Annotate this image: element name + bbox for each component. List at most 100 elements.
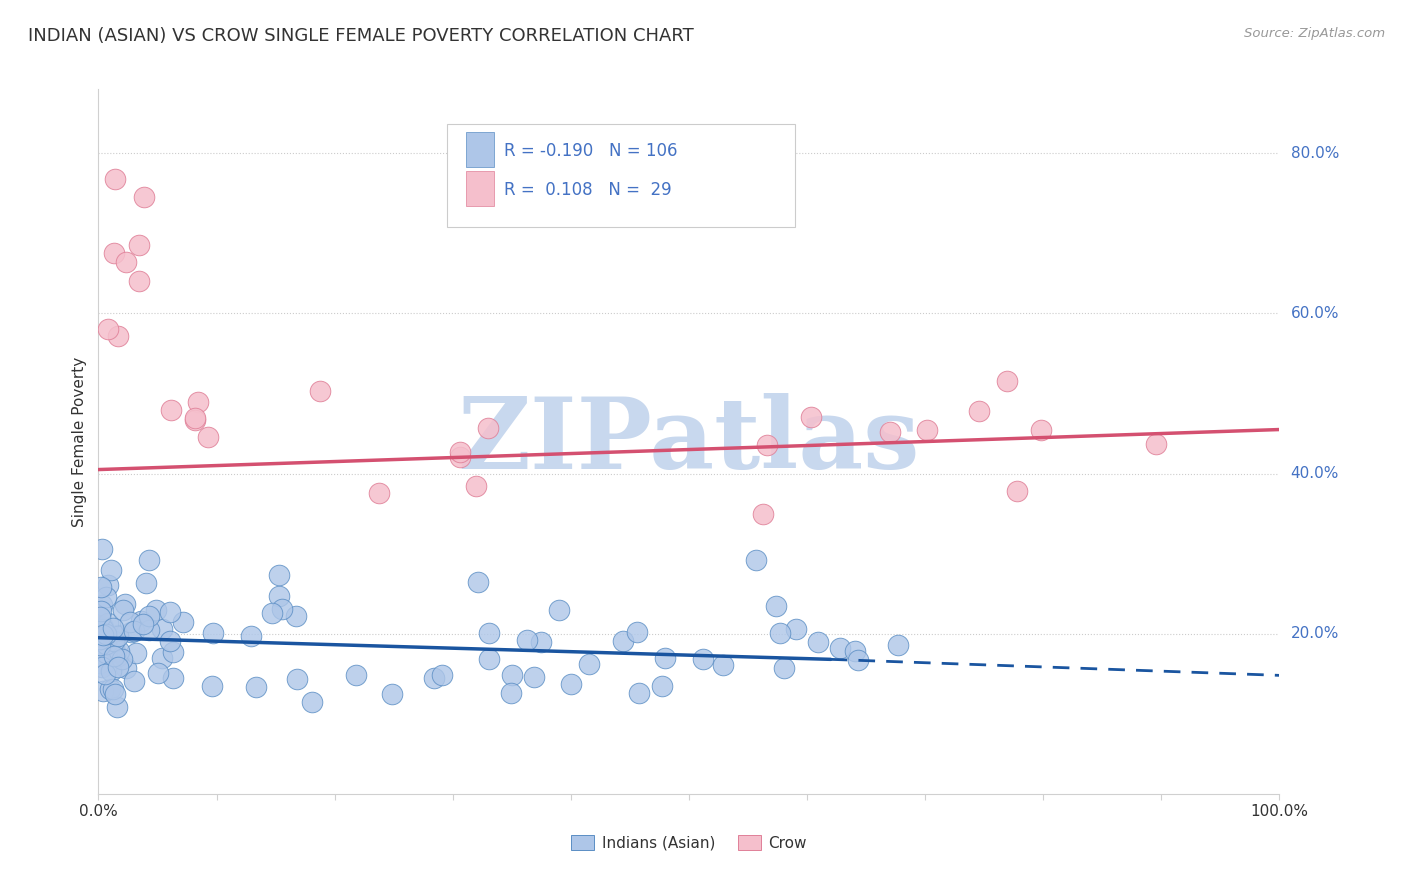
Point: [1144, 436, 1167, 450]
Point: [547, 603, 569, 617]
Point: [692, 652, 714, 666]
Point: [160, 402, 183, 417]
Point: [90, 604, 112, 618]
Point: [93, 683, 115, 698]
Point: [122, 673, 145, 688]
Point: [309, 384, 332, 398]
Point: [159, 605, 181, 619]
Point: [150, 622, 173, 636]
Point: [104, 172, 127, 186]
Point: [172, 615, 194, 629]
Point: [651, 679, 673, 693]
Point: [202, 625, 225, 640]
Point: [138, 608, 160, 623]
Text: 80.0%: 80.0%: [1291, 145, 1339, 161]
Point: [96, 627, 118, 641]
Point: [104, 687, 127, 701]
Point: [830, 641, 852, 656]
Point: [100, 664, 122, 678]
Point: [269, 589, 291, 603]
Point: [114, 255, 136, 269]
Point: [773, 661, 796, 675]
Point: [111, 603, 134, 617]
Point: [145, 603, 167, 617]
Point: [423, 671, 446, 685]
Point: [132, 617, 155, 632]
Point: [301, 695, 323, 709]
Point: [103, 640, 125, 654]
Point: [711, 657, 734, 672]
Point: [765, 599, 787, 613]
Point: [269, 568, 291, 582]
Point: [114, 597, 136, 611]
Text: Source: ZipAtlas.com: Source: ZipAtlas.com: [1244, 27, 1385, 40]
Point: [103, 649, 125, 664]
Point: [800, 409, 823, 424]
Point: [260, 607, 283, 621]
Point: [467, 575, 489, 590]
Point: [995, 374, 1018, 388]
Point: [107, 649, 129, 664]
Point: [97, 322, 120, 336]
Point: [101, 621, 124, 635]
Point: [745, 553, 768, 567]
Point: [240, 629, 263, 643]
Point: [807, 635, 830, 649]
Point: [628, 686, 651, 700]
Point: [879, 425, 901, 439]
Point: [846, 653, 869, 667]
Y-axis label: Single Female Poverty: Single Female Poverty: [72, 357, 87, 526]
Point: [103, 633, 125, 648]
Point: [110, 652, 132, 666]
Point: [89, 638, 111, 652]
Point: [101, 681, 124, 696]
Point: [129, 614, 152, 628]
Point: [159, 634, 181, 648]
Point: [120, 615, 142, 629]
Point: [100, 682, 122, 697]
Point: [152, 651, 174, 665]
Point: [184, 410, 207, 425]
Legend: Indians (Asian), Crow: Indians (Asian), Crow: [565, 829, 813, 856]
Point: [1029, 423, 1052, 437]
Point: [654, 650, 676, 665]
Point: [344, 668, 367, 682]
Point: [125, 646, 148, 660]
Text: 20.0%: 20.0%: [1291, 626, 1339, 641]
Point: [89, 649, 111, 664]
Point: [138, 624, 160, 638]
Point: [94, 646, 117, 660]
Point: [94, 666, 117, 681]
Point: [478, 625, 501, 640]
Point: [769, 625, 792, 640]
Point: [91, 598, 114, 612]
Point: [915, 423, 938, 437]
Point: [844, 644, 866, 658]
Point: [107, 659, 129, 673]
Point: [464, 479, 486, 493]
Point: [100, 563, 122, 577]
Point: [115, 661, 138, 675]
Point: [107, 700, 129, 714]
Text: 60.0%: 60.0%: [1291, 306, 1339, 321]
Point: [197, 430, 219, 444]
Point: [128, 238, 150, 252]
Point: [523, 670, 546, 684]
Point: [271, 601, 294, 615]
Point: [499, 686, 522, 700]
Point: [90, 580, 112, 594]
Point: [449, 450, 471, 464]
Point: [430, 668, 453, 682]
Point: [478, 651, 501, 665]
Point: [785, 622, 807, 636]
Point: [107, 628, 129, 642]
Point: [1005, 483, 1028, 498]
Point: [132, 190, 155, 204]
Point: [284, 608, 307, 623]
Point: [107, 329, 129, 343]
Text: R =  0.108   N =  29: R = 0.108 N = 29: [503, 181, 671, 199]
Point: [578, 657, 600, 672]
Point: [752, 507, 775, 521]
Point: [89, 609, 111, 624]
Point: [135, 576, 157, 591]
